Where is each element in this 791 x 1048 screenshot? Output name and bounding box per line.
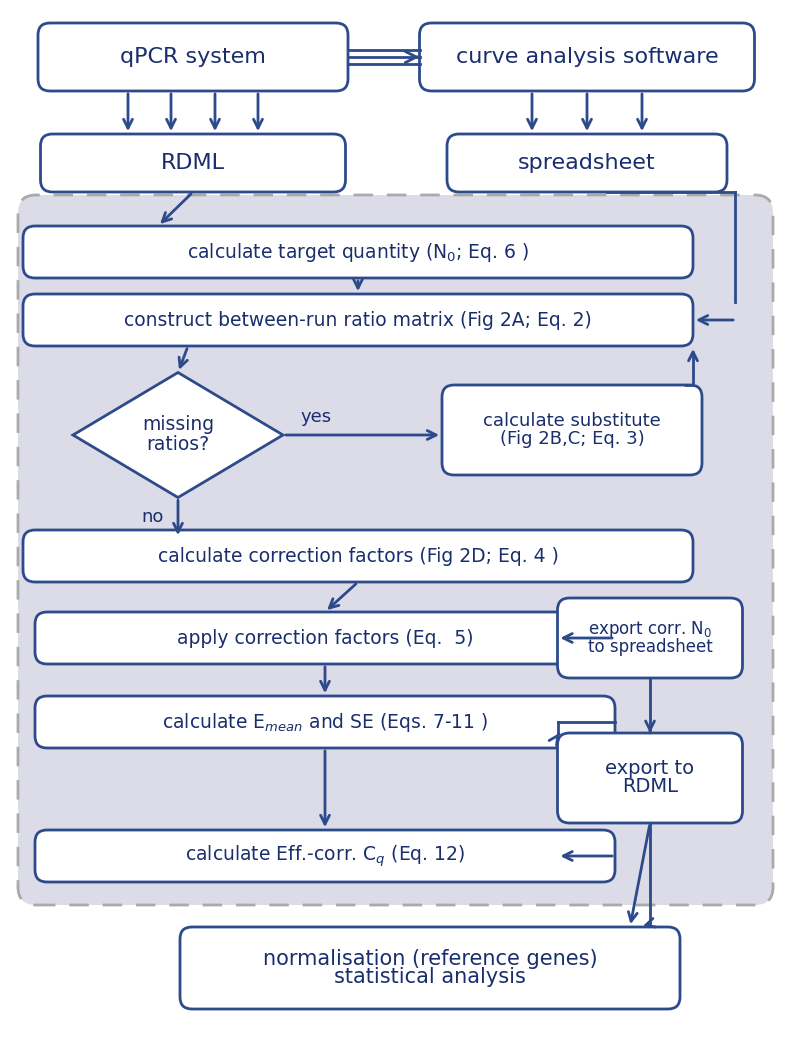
- Text: ratios?: ratios?: [146, 436, 210, 455]
- Text: calculate correction factors (Fig 2D; Eq. 4 ): calculate correction factors (Fig 2D; Eq…: [157, 546, 558, 566]
- Text: export corr. N$_0$: export corr. N$_0$: [588, 618, 712, 639]
- Text: statistical analysis: statistical analysis: [334, 967, 526, 987]
- FancyBboxPatch shape: [180, 927, 680, 1009]
- Text: (Fig 2B,C; Eq. 3): (Fig 2B,C; Eq. 3): [500, 430, 645, 447]
- Text: curve analysis software: curve analysis software: [456, 47, 718, 67]
- Text: spreadsheet: spreadsheet: [518, 153, 656, 173]
- FancyBboxPatch shape: [38, 23, 348, 91]
- Text: no: no: [142, 508, 165, 526]
- FancyBboxPatch shape: [23, 226, 693, 278]
- FancyBboxPatch shape: [40, 134, 346, 192]
- Text: to spreadsheet: to spreadsheet: [588, 638, 713, 656]
- FancyBboxPatch shape: [447, 134, 727, 192]
- Text: apply correction factors (Eq.  5): apply correction factors (Eq. 5): [176, 629, 473, 648]
- Text: normalisation (reference genes): normalisation (reference genes): [263, 949, 597, 969]
- FancyBboxPatch shape: [442, 385, 702, 475]
- Text: calculate substitute: calculate substitute: [483, 412, 660, 430]
- FancyBboxPatch shape: [35, 696, 615, 748]
- FancyBboxPatch shape: [18, 195, 773, 905]
- Text: calculate E$_{mean}$ and SE (Eqs. 7-11 ): calculate E$_{mean}$ and SE (Eqs. 7-11 ): [162, 711, 488, 734]
- Text: RDML: RDML: [622, 778, 678, 796]
- Text: yes: yes: [301, 408, 332, 425]
- Text: qPCR system: qPCR system: [120, 47, 266, 67]
- FancyBboxPatch shape: [35, 830, 615, 882]
- FancyBboxPatch shape: [419, 23, 755, 91]
- FancyBboxPatch shape: [23, 294, 693, 346]
- FancyBboxPatch shape: [558, 598, 743, 678]
- FancyBboxPatch shape: [558, 733, 743, 823]
- FancyBboxPatch shape: [35, 612, 615, 664]
- Text: construct between-run ratio matrix (Fig 2A; Eq. 2): construct between-run ratio matrix (Fig …: [124, 310, 592, 329]
- Text: export to: export to: [605, 760, 694, 779]
- Text: RDML: RDML: [161, 153, 225, 173]
- Text: missing: missing: [142, 415, 214, 435]
- Text: calculate Eff.-corr. C$_q$ (Eq. 12): calculate Eff.-corr. C$_q$ (Eq. 12): [185, 844, 465, 869]
- Text: calculate target quantity (N$_0$; Eq. 6 ): calculate target quantity (N$_0$; Eq. 6 …: [187, 240, 529, 263]
- FancyBboxPatch shape: [23, 530, 693, 582]
- Polygon shape: [73, 372, 283, 498]
